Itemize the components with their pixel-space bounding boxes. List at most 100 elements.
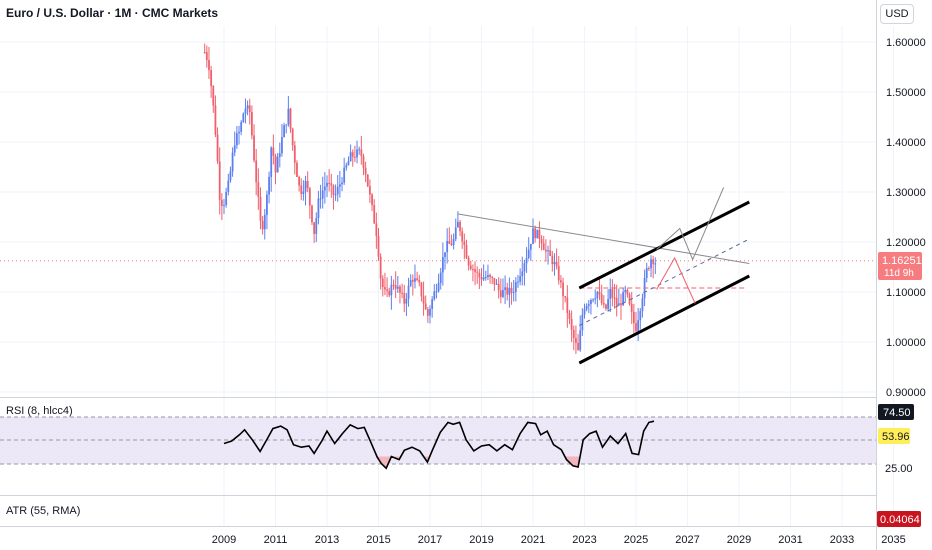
price-axis[interactable]: 1.60000 1.50000 1.40000 1.30000 1.20000 1.100… [886, 37, 926, 399]
candle-body [323, 186, 326, 191]
candle-body [437, 283, 440, 292]
y-tick-label: 1.00000 [886, 337, 926, 349]
time-axis[interactable]: 2009 2011 2013 2015 2017 2019 2021 2023 2025 2027… [212, 534, 906, 546]
candle-body [639, 311, 642, 321]
candle-body [487, 275, 489, 278]
candle-body [353, 156, 356, 158]
rsi-ma-badge: 53.96 [878, 428, 910, 444]
bullish-projection[interactable] [656, 187, 725, 261]
candle-body [476, 271, 479, 273]
drawings-layer[interactable] [458, 187, 750, 365]
candle-body [557, 266, 560, 281]
candle-body [358, 149, 361, 151]
candle-body [272, 147, 275, 156]
candle-body [360, 149, 363, 157]
candle-body [540, 238, 543, 244]
candle-body [465, 245, 468, 258]
bearish-projection[interactable] [656, 256, 696, 304]
candle-body [250, 112, 253, 136]
channel-upper-line[interactable] [578, 200, 750, 290]
candle-body [289, 108, 292, 129]
candle-body [544, 249, 547, 252]
candle-body [630, 304, 633, 312]
candle-body [296, 162, 298, 177]
candle-body [225, 191, 228, 206]
rsi-last-value: 74.50 [883, 407, 911, 419]
candle-body [429, 308, 431, 316]
candle-body [216, 134, 219, 162]
candle-body [538, 229, 541, 239]
candle-body [384, 287, 386, 290]
x-tick-label: 2013 [315, 534, 339, 546]
candle-body [502, 289, 504, 297]
y-tick-label: 1.20000 [886, 237, 926, 249]
candle-body [347, 161, 350, 166]
rsi-ma-value: 53.96 [882, 431, 910, 443]
candle-body [242, 113, 245, 123]
candle-body [622, 292, 625, 306]
candle-body [527, 249, 530, 258]
candle-body [315, 218, 318, 234]
candle-body [283, 125, 285, 138]
candle-body [590, 300, 592, 305]
candle-body [459, 221, 461, 232]
candle-body [467, 257, 470, 266]
candle-body [635, 323, 637, 332]
candle-body [624, 289, 627, 293]
candle-body [304, 180, 307, 192]
candle-body [223, 205, 225, 207]
candle-body [433, 291, 436, 300]
candle-body [549, 250, 552, 256]
rsi-level-label: 25.00 [885, 463, 913, 475]
candle-body [480, 277, 483, 280]
candle-body [326, 182, 328, 187]
candle-body [489, 275, 491, 277]
candle-body [579, 330, 582, 351]
candle-body [208, 60, 210, 71]
y-tick-label: 1.30000 [886, 187, 926, 199]
candle-body [570, 318, 573, 330]
candle-body [598, 291, 601, 295]
channel-midline[interactable] [579, 238, 750, 326]
resistance-trendline[interactable] [458, 213, 750, 264]
candle-body [287, 108, 290, 125]
y-tick-label: 0.90000 [886, 387, 926, 399]
candle-body [564, 296, 567, 298]
rsi-indicator-label[interactable]: RSI (8, hlcc4) [6, 405, 73, 417]
candle-body [293, 145, 296, 163]
candle-body [628, 294, 631, 305]
candle-body [311, 205, 313, 223]
candle-body [613, 297, 616, 299]
candle-body [416, 278, 419, 281]
x-tick-label: 2021 [521, 534, 545, 546]
candle-body [253, 135, 255, 161]
candle-body [551, 255, 554, 265]
candle-body [461, 231, 464, 242]
candle-body [300, 185, 303, 194]
candle-body [577, 342, 579, 351]
candle-body [399, 286, 401, 293]
chart-title: Euro / U.S. Dollar · 1M · CMC Markets [6, 6, 218, 20]
candle-body [377, 236, 380, 257]
candle-body [596, 291, 599, 299]
candle-body [555, 261, 558, 267]
candle-body [238, 131, 240, 134]
candle-body [652, 259, 655, 265]
candle-body [519, 276, 522, 282]
candle-body [214, 105, 217, 135]
x-tick-label: 2033 [830, 534, 854, 546]
candle-body [583, 309, 586, 315]
currency-button[interactable]: USD [880, 4, 914, 24]
channel-lower-line[interactable] [578, 274, 750, 365]
candle-body [373, 204, 376, 224]
candle-body [463, 241, 466, 246]
candle-body [426, 309, 429, 316]
candle-body [508, 287, 511, 295]
candle-body [343, 167, 346, 183]
candle-body [210, 70, 213, 87]
candle-body [227, 180, 230, 192]
candle-body [394, 285, 397, 289]
candle-body [257, 182, 260, 197]
atr-indicator-label[interactable]: ATR (55, RMA) [6, 505, 80, 517]
